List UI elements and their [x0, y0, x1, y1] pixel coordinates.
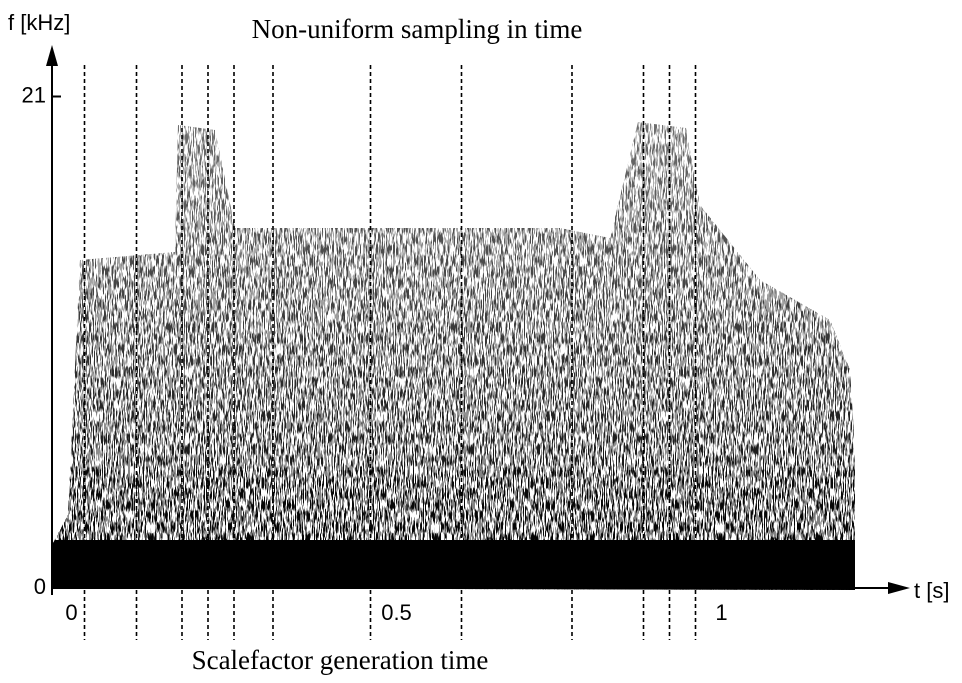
y-tick-label: 0	[34, 574, 46, 599]
spectrogram	[52, 122, 855, 590]
x-tick-label: 1	[715, 600, 727, 625]
axes	[46, 45, 910, 595]
x-tick-label: 0	[65, 600, 77, 625]
x-arrow	[888, 582, 910, 594]
y-arrow	[46, 45, 58, 66]
x-axis-label: t [s]	[914, 578, 949, 603]
x-tick-label: 0.5	[381, 600, 412, 625]
chart-title: Non-uniform sampling in time	[252, 14, 583, 44]
caption: Scalefactor generation time	[192, 645, 489, 675]
y-axis-label: f [kHz]	[8, 10, 70, 35]
y-tick-label: 21	[22, 82, 46, 107]
